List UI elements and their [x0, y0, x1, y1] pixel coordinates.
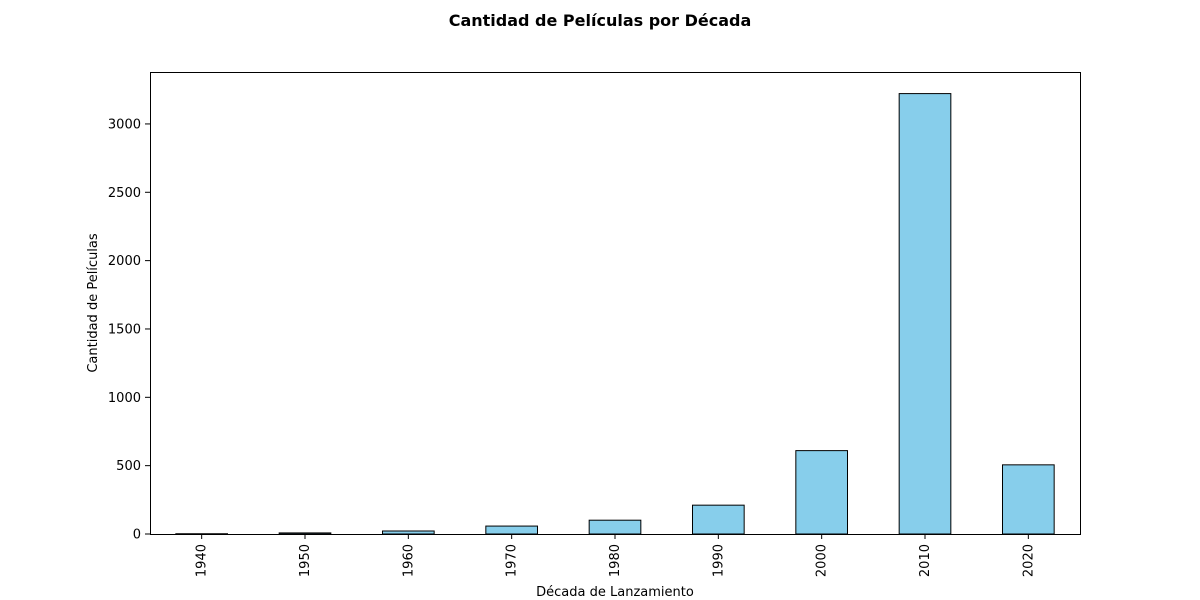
y-tick-label-1000: 1000: [108, 391, 141, 406]
y-axis-ticks: 0 500 1000 1500 2000 2500 3000: [108, 117, 150, 543]
x-axis-ticks: 1940 1950 1960 1970 1980 1990 2000 2010 2020: [195, 534, 1036, 577]
x-tick-label-2020: 2020: [1021, 544, 1036, 577]
chart-title: Cantidad de Películas por Década: [449, 11, 752, 30]
bar-1960: [382, 530, 435, 535]
x-tick-label-1970: 1970: [505, 544, 520, 577]
x-tick-label-1960: 1960: [401, 544, 416, 577]
bar-1970: [485, 525, 539, 535]
x-tick-label-1980: 1980: [608, 544, 623, 577]
bar-2020: [1002, 464, 1055, 535]
y-axis-label: Cantidad de Películas: [86, 233, 101, 373]
y-tick-label-2500: 2500: [108, 186, 141, 201]
y-tick-label-500: 500: [116, 459, 141, 474]
bar-2000: [795, 450, 848, 535]
x-tick-label-2010: 2010: [918, 544, 933, 577]
x-tick-label-2000: 2000: [815, 544, 830, 577]
x-tick-label-1940: 1940: [195, 544, 210, 577]
bar-1950: [278, 532, 332, 535]
bar-1990: [692, 504, 745, 535]
x-tick-label-1950: 1950: [298, 544, 313, 577]
bars-group: [175, 93, 1055, 535]
bar-2010: [898, 93, 952, 535]
x-tick-label-1990: 1990: [711, 544, 726, 577]
y-tick-label-0: 0: [133, 528, 141, 543]
y-tick-label-2000: 2000: [108, 254, 141, 269]
y-tick-label-1500: 1500: [108, 322, 141, 337]
plot-frame: [150, 72, 1081, 535]
bar-1980: [588, 519, 642, 535]
x-axis-label: Década de Lanzamiento: [536, 585, 694, 600]
y-tick-label-3000: 3000: [108, 117, 141, 132]
